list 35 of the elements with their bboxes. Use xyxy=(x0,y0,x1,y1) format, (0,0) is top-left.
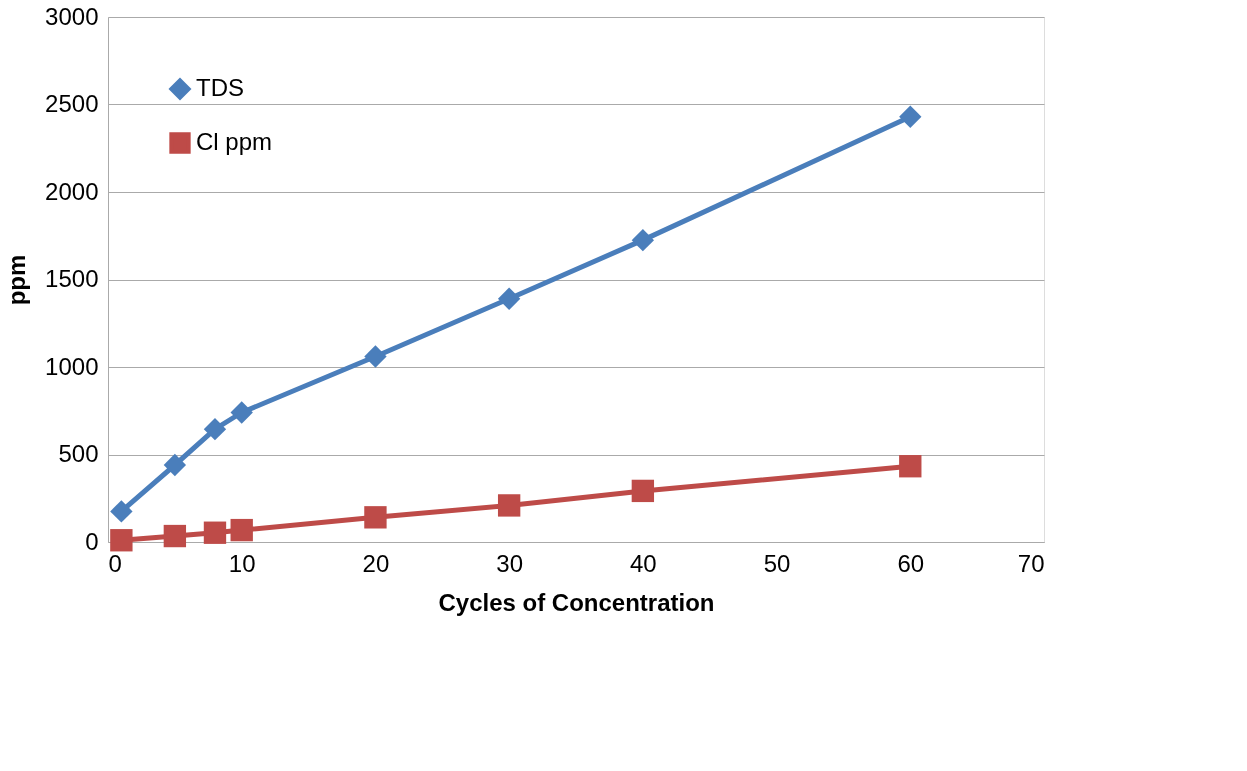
x-tick-label: 0 xyxy=(108,549,122,577)
y-axis-title: ppm xyxy=(3,254,31,306)
x-tick-label: 40 xyxy=(630,549,657,577)
x-tick-label: 10 xyxy=(228,549,256,577)
point xyxy=(631,228,655,252)
legend-label: Cl ppm xyxy=(196,128,273,155)
point xyxy=(230,401,253,424)
point xyxy=(364,506,387,529)
x-tick-label: 50 xyxy=(763,549,791,577)
x-tick-label: 20 xyxy=(362,549,390,577)
legend-label: TDS xyxy=(196,74,244,101)
y-tick-label: 1000 xyxy=(45,352,99,380)
x-tick-label: 60 xyxy=(897,549,925,577)
y-tick-label: 2500 xyxy=(45,90,99,117)
y-tick-label: 500 xyxy=(58,440,99,467)
y-tick-label: 1500 xyxy=(45,265,99,292)
point xyxy=(899,105,922,128)
point xyxy=(899,455,922,478)
x-tick-label: 70 xyxy=(1017,549,1045,577)
point xyxy=(631,479,655,503)
point xyxy=(364,345,387,368)
point xyxy=(230,518,253,542)
point xyxy=(163,453,187,477)
point xyxy=(110,500,133,523)
point xyxy=(203,417,227,441)
point xyxy=(497,287,521,310)
x-tick-label: 30 xyxy=(496,549,523,577)
y-tick-label: 0 xyxy=(85,527,99,555)
point xyxy=(110,529,133,552)
y-tick-label: 3000 xyxy=(45,2,99,30)
point xyxy=(497,494,521,517)
point xyxy=(163,524,187,548)
point xyxy=(203,521,227,544)
y-tick-label: 2000 xyxy=(45,177,99,205)
x-axis-title: Cycles of Concentration xyxy=(438,588,715,616)
